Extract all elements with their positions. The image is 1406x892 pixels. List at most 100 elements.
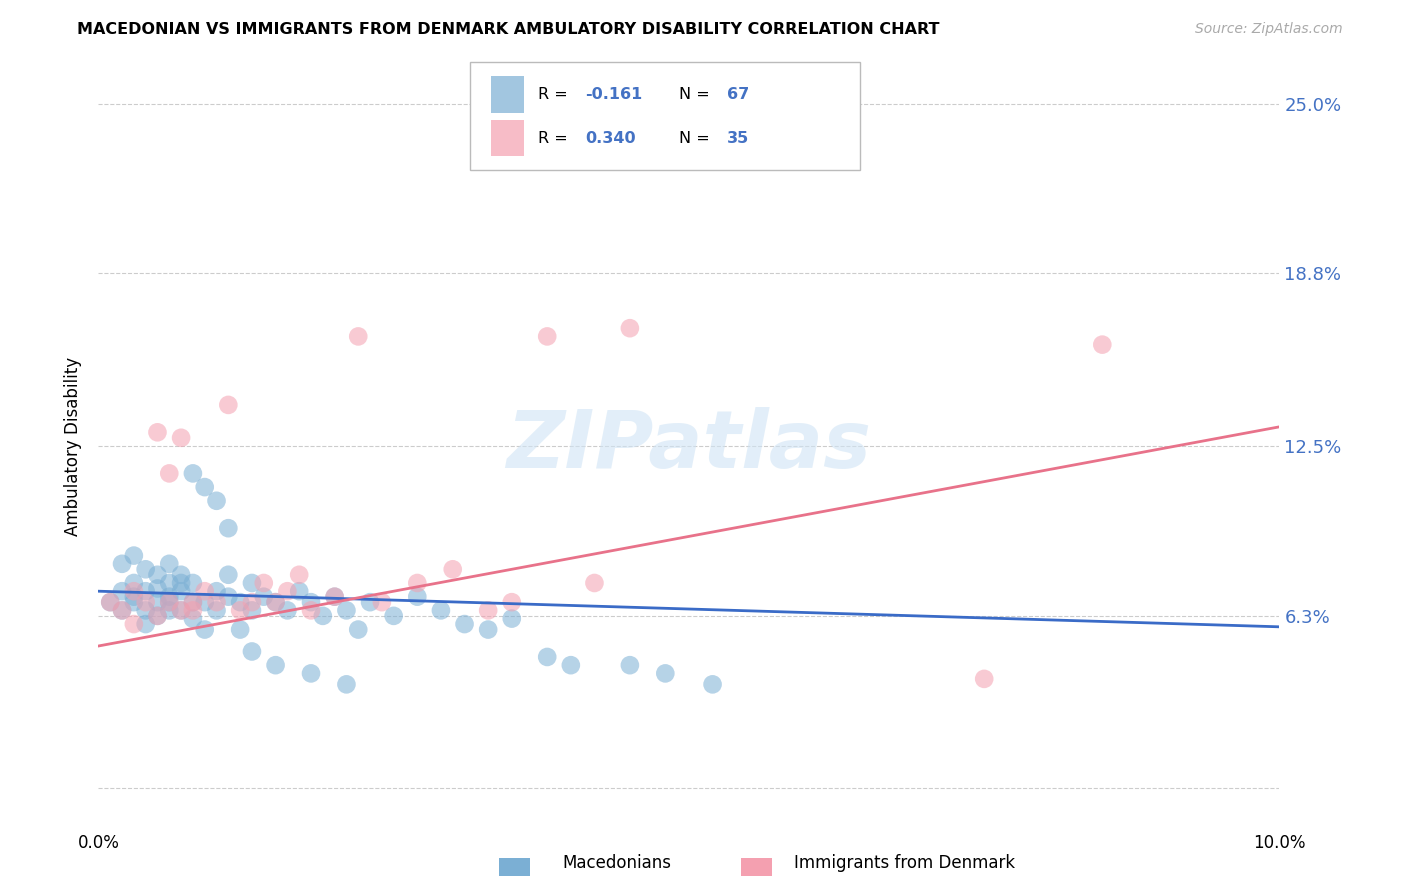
- Point: [441, 562, 464, 576]
- Point: [170, 603, 193, 617]
- Text: N =: N =: [679, 87, 716, 102]
- Point: [264, 595, 287, 609]
- Point: [264, 658, 287, 673]
- Point: [181, 603, 204, 617]
- Point: [146, 608, 169, 623]
- Point: [240, 644, 263, 658]
- Point: [240, 595, 263, 609]
- Point: [240, 576, 263, 591]
- Point: [253, 590, 276, 604]
- Point: [135, 562, 157, 576]
- Point: [430, 603, 453, 617]
- FancyBboxPatch shape: [491, 76, 523, 112]
- Point: [170, 584, 193, 599]
- Point: [111, 557, 134, 571]
- Point: [288, 567, 311, 582]
- Point: [181, 595, 204, 609]
- Point: [347, 623, 370, 637]
- Point: [276, 584, 298, 599]
- Text: -0.161: -0.161: [585, 87, 643, 102]
- Point: [288, 584, 311, 599]
- Point: [217, 567, 239, 582]
- Point: [146, 595, 169, 609]
- Point: [477, 623, 499, 637]
- Point: [157, 595, 180, 609]
- Point: [181, 467, 204, 481]
- Text: 0.340: 0.340: [585, 130, 636, 145]
- Point: [323, 590, 346, 604]
- Text: R =: R =: [537, 130, 572, 145]
- Point: [122, 549, 145, 563]
- Point: [111, 603, 134, 617]
- Point: [170, 603, 193, 617]
- Text: Macedonians: Macedonians: [562, 855, 672, 872]
- Point: [264, 595, 287, 609]
- Text: R =: R =: [537, 87, 572, 102]
- Point: [170, 431, 193, 445]
- Point: [406, 576, 429, 591]
- Point: [501, 612, 523, 626]
- Point: [583, 576, 606, 591]
- Point: [98, 595, 121, 609]
- Y-axis label: Ambulatory Disability: Ambulatory Disability: [65, 357, 83, 535]
- Point: [194, 623, 217, 637]
- Point: [135, 595, 157, 609]
- Point: [973, 672, 995, 686]
- Text: Source: ZipAtlas.com: Source: ZipAtlas.com: [1195, 22, 1343, 37]
- Point: [453, 617, 475, 632]
- Point: [347, 329, 370, 343]
- Point: [194, 480, 217, 494]
- Text: N =: N =: [679, 130, 716, 145]
- Point: [299, 666, 322, 681]
- Point: [371, 595, 394, 609]
- Point: [205, 493, 228, 508]
- Point: [146, 425, 169, 440]
- Text: MACEDONIAN VS IMMIGRANTS FROM DENMARK AMBULATORY DISABILITY CORRELATION CHART: MACEDONIAN VS IMMIGRANTS FROM DENMARK AM…: [77, 22, 939, 37]
- Point: [157, 576, 180, 591]
- Point: [122, 584, 145, 599]
- Point: [323, 590, 346, 604]
- Point: [229, 603, 252, 617]
- Point: [335, 677, 357, 691]
- FancyBboxPatch shape: [471, 62, 860, 169]
- Point: [240, 603, 263, 617]
- Point: [205, 584, 228, 599]
- Point: [157, 467, 180, 481]
- Point: [299, 603, 322, 617]
- Point: [501, 595, 523, 609]
- Text: 67: 67: [727, 87, 749, 102]
- Point: [135, 617, 157, 632]
- Point: [146, 582, 169, 596]
- Point: [406, 590, 429, 604]
- Point: [98, 595, 121, 609]
- Point: [560, 658, 582, 673]
- Point: [1091, 337, 1114, 351]
- Point: [157, 590, 180, 604]
- Point: [702, 677, 724, 691]
- Point: [253, 576, 276, 591]
- Point: [111, 584, 134, 599]
- Point: [536, 649, 558, 664]
- Point: [111, 603, 134, 617]
- Point: [276, 603, 298, 617]
- Point: [335, 603, 357, 617]
- Point: [194, 584, 217, 599]
- Point: [299, 595, 322, 609]
- Point: [382, 608, 405, 623]
- Point: [181, 612, 204, 626]
- FancyBboxPatch shape: [491, 120, 523, 156]
- Point: [217, 521, 239, 535]
- Point: [312, 608, 335, 623]
- Point: [205, 595, 228, 609]
- Point: [181, 595, 204, 609]
- Point: [122, 595, 145, 609]
- Point: [157, 557, 180, 571]
- Point: [181, 576, 204, 591]
- Point: [170, 567, 193, 582]
- Point: [157, 603, 180, 617]
- Text: Immigrants from Denmark: Immigrants from Denmark: [794, 855, 1015, 872]
- Point: [229, 595, 252, 609]
- Point: [135, 603, 157, 617]
- Point: [146, 608, 169, 623]
- Point: [205, 603, 228, 617]
